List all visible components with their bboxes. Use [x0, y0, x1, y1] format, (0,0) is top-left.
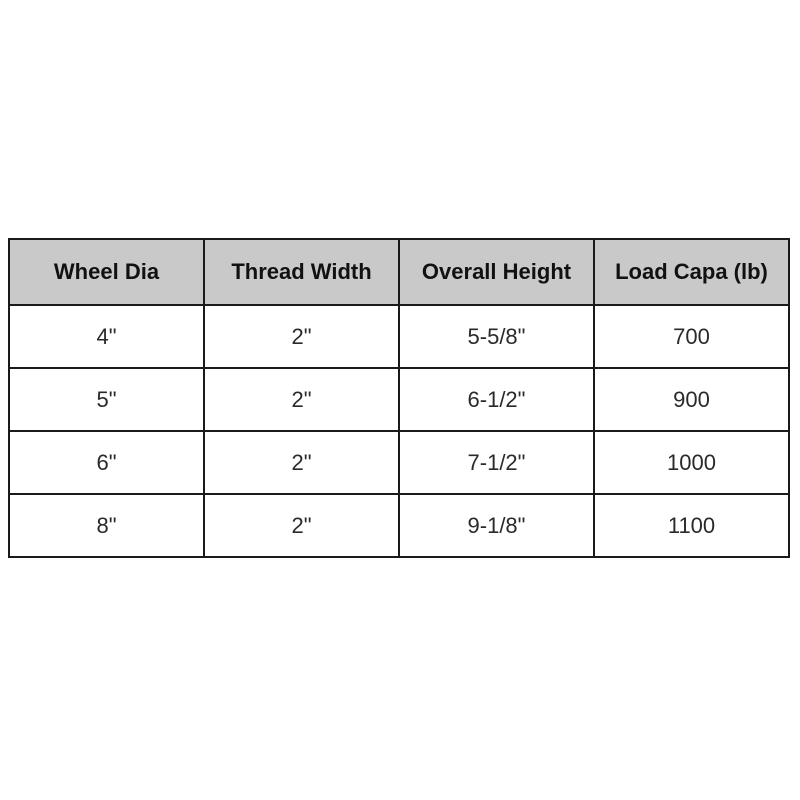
table-cell: 900 [593, 367, 790, 432]
column-header: Overall Height [398, 238, 595, 306]
table-cell: 5-5/8" [398, 304, 595, 369]
column-header: Wheel Dia [8, 238, 205, 306]
table-cell: 6-1/2" [398, 367, 595, 432]
table-row: 6" 2" 7-1/2" 1000 [8, 430, 790, 495]
column-header: Load Capa (lb) [593, 238, 790, 306]
table-cell: 2" [203, 367, 400, 432]
spec-table-head: Wheel Dia Thread Width Overall Height Load … [8, 238, 790, 306]
column-header: Thread Width [203, 238, 400, 306]
table-cell: 4" [8, 304, 205, 369]
table-cell: 7-1/2" [398, 430, 595, 495]
table-cell: 8" [8, 493, 205, 558]
table-cell: 2" [203, 430, 400, 495]
table-cell: 2" [203, 493, 400, 558]
header-row: Wheel Dia Thread Width Overall Height Load … [8, 238, 790, 306]
table-cell: 1100 [593, 493, 790, 558]
table-cell: 5" [8, 367, 205, 432]
table-row: 4" 2" 5-5/8" 700 [8, 304, 790, 369]
table-row: 8" 2" 9-1/8" 1100 [8, 493, 790, 558]
caster-spec-table: Wheel Dia Thread Width Overall Height Load … [8, 238, 790, 558]
table-cell: 2" [203, 304, 400, 369]
table-cell: 9-1/8" [398, 493, 595, 558]
spec-table-body: 4" 2" 5-5/8" 700 5" 2" 6-1/2" 900 6" 2" 7-1/2" 1000… [8, 304, 790, 558]
table-cell: 1000 [593, 430, 790, 495]
table-cell: 6" [8, 430, 205, 495]
table-cell: 700 [593, 304, 790, 369]
table-row: 5" 2" 6-1/2" 900 [8, 367, 790, 432]
